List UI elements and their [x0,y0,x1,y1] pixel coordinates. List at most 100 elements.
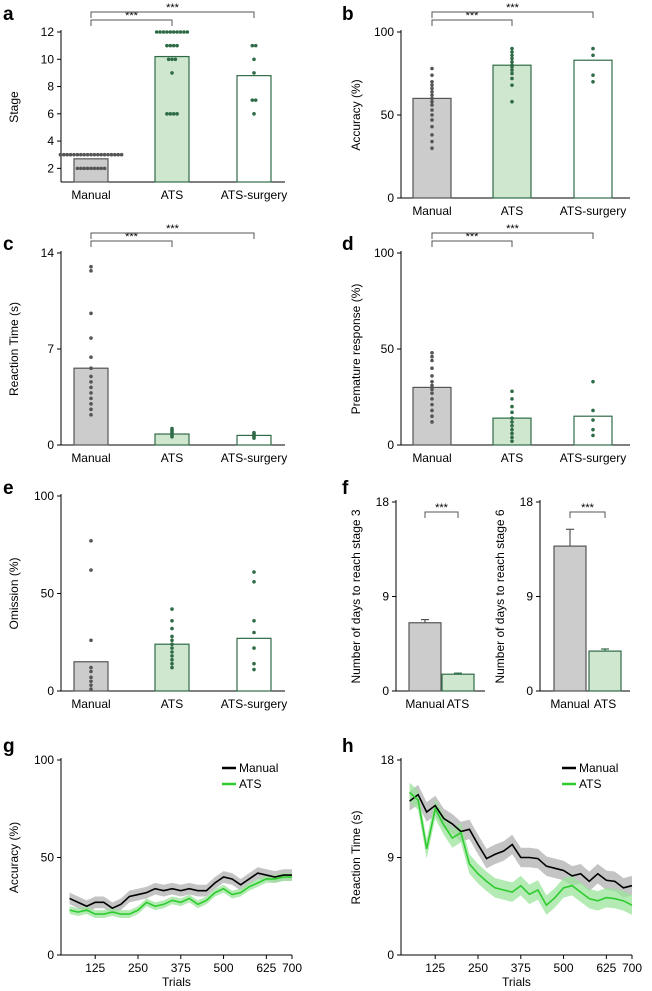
data-point [252,430,256,435]
data-point [510,435,514,440]
data-point [165,112,169,116]
significance-bracket [431,11,594,18]
data-point [173,57,178,62]
y-tick-label: 12 [41,25,55,39]
data-point [252,630,256,635]
data-point [430,86,434,91]
data-point [250,98,255,102]
legend-label-manual: Manual [239,761,278,775]
panel-b: 0 50 100 Accuracy (%) Manual ATS ATS-surgery **… [349,2,630,218]
data-point [89,396,93,401]
y-tick-label: 100 [34,489,54,503]
data-point [89,264,93,269]
panel-f1: 0 9 18 Number of days to reach stage 3 Manua… [349,495,485,711]
panel-label-f: f [342,478,349,499]
data-point [591,427,595,432]
y-axis-label: Omission (%) [7,557,21,629]
data-point [510,404,514,409]
data-point [170,426,174,431]
data-point [591,379,595,384]
y-axis-label: Number of days to reach stage 6 [493,509,507,683]
data-point [252,580,256,584]
data-point [252,57,256,62]
panel-c: 0 7 14 Reaction Time (s) Manual ATS ATS-surger… [7,223,287,465]
data-point [430,408,434,413]
y-tick-label: 9 [387,851,394,865]
data-point [510,68,514,72]
data-point [510,50,514,54]
data-point [158,30,162,34]
data-point [89,687,93,691]
data-point [510,56,514,61]
x-tick-label: ATS [501,451,523,465]
significance-label: *** [125,10,139,22]
data-point [250,43,255,48]
y-tick-label: 18 [381,753,395,767]
data-point [510,397,514,401]
data-point [102,166,107,171]
significance-bracket [431,240,513,247]
x-tick-label: ATS-surgery [560,451,626,465]
x-tick-label: 700 [282,961,302,975]
data-point [510,427,514,432]
x-tick-label: ATS [447,697,469,711]
y-tick-label: 14 [41,246,55,260]
data-point [89,366,93,371]
sem-band-ats [69,873,292,918]
data-point [430,387,434,392]
x-tick-label: ATS [161,451,183,465]
data-point [430,83,434,87]
data-point [89,385,93,390]
data-point [430,354,434,359]
data-point [430,89,434,94]
data-point [430,108,434,112]
data-point [116,152,120,157]
data-point [171,112,176,116]
data-point [65,152,69,157]
significance-bracket [90,11,255,18]
data-point [510,76,514,81]
data-point [75,166,80,171]
data-point [161,30,166,34]
y-tick-label: 100 [374,25,394,39]
data-point [165,43,169,48]
y-tick-label: 0 [47,948,54,962]
data-point [102,152,107,157]
bar-manual [73,367,109,446]
bar-manual [408,622,442,692]
data-point [170,658,174,662]
panel-label-d: d [342,234,354,255]
data-point [166,57,171,62]
x-tick-label: 700 [622,961,642,975]
x-tick-label: ATS [161,697,183,711]
data-point [175,30,179,34]
x-tick-label: ATS [501,204,523,218]
data-point [430,66,434,71]
panel-label-a: a [3,4,14,25]
data-point [106,152,110,157]
data-point [79,166,83,171]
data-point [430,358,434,363]
panel-e: 0 50 100 Omission (%) Manual ATS ATS-surgery [7,489,287,711]
y-tick-label: 50 [41,587,55,601]
data-point [119,152,124,157]
data-point [430,383,434,388]
x-tick-label: 375 [171,961,191,975]
data-point [89,675,93,680]
data-point [591,408,595,413]
significance-label: *** [435,502,449,514]
data-point [178,30,183,34]
data-point [89,679,93,684]
data-point [430,379,434,384]
data-point [89,683,93,687]
data-point [170,646,174,650]
panel-label-b: b [342,4,354,25]
x-tick-label: 625 [256,961,276,975]
data-point [175,43,179,48]
data-point [89,166,93,171]
sem-band-manual [409,784,632,898]
data-point [510,416,514,420]
data-point [430,133,434,137]
data-point [89,336,93,340]
data-point [182,30,186,34]
